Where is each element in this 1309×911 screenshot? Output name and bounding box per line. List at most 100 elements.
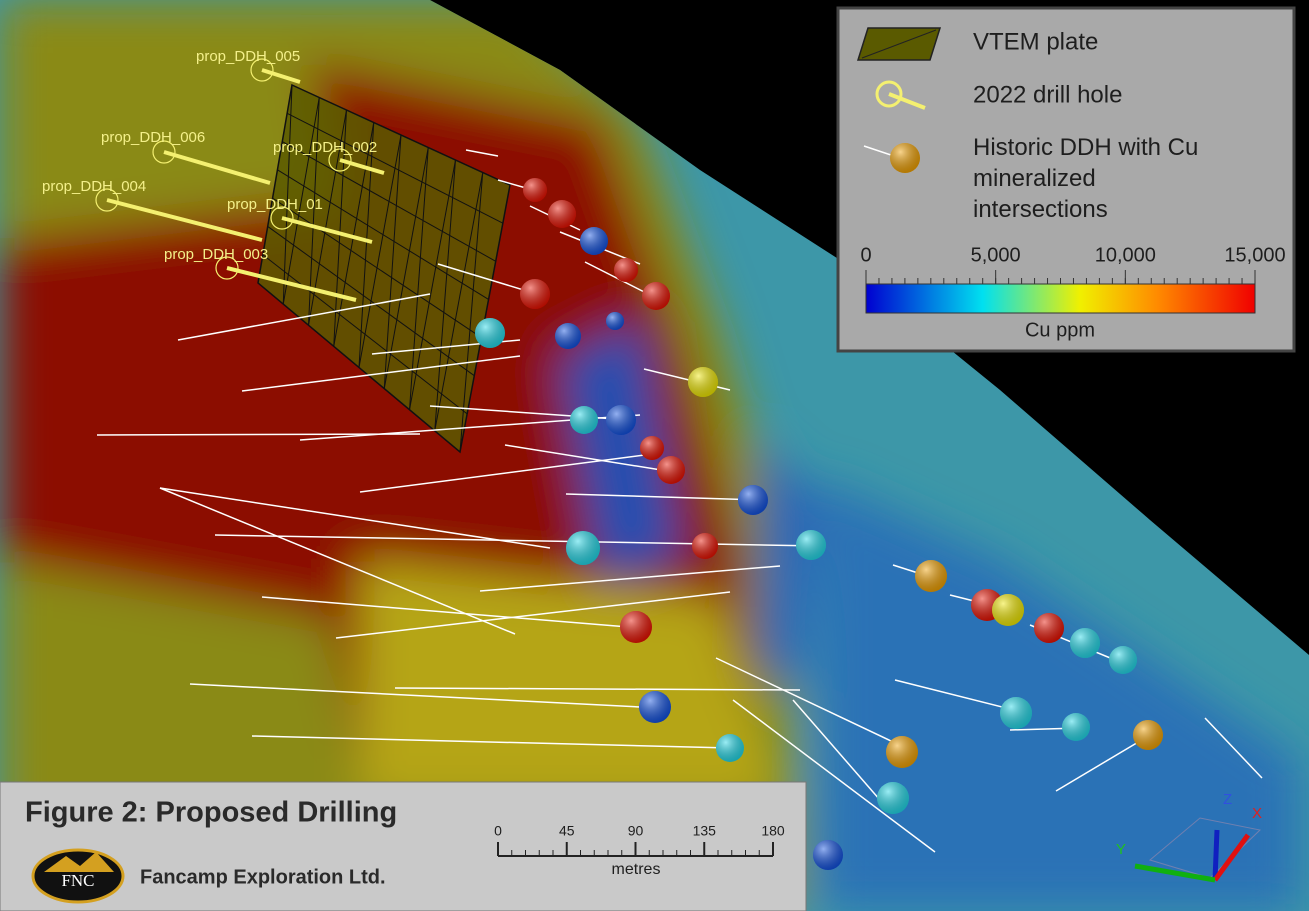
- ddh-sphere-shade: [796, 530, 826, 560]
- ddh-trace: [792, 699, 881, 801]
- ddh-trace: [261, 596, 641, 629]
- ddh-sphere-shade: [915, 560, 947, 592]
- axis-triad: Z X Y: [1116, 791, 1262, 883]
- ddh-sphere-shade: [606, 312, 624, 330]
- legend-hole-icon: [875, 80, 903, 108]
- legend-label: 2022 drill hole: [973, 81, 1122, 108]
- logo: [44, 852, 114, 872]
- figure-title: Figure 2: Proposed Drilling: [25, 797, 397, 829]
- ddh-trace: [359, 452, 661, 493]
- plate-grid-line: [358, 122, 375, 368]
- scale-tick-label: 90: [628, 823, 644, 839]
- scale-unit: metres: [612, 861, 661, 878]
- ddh-trace: [394, 687, 801, 691]
- hole-label: prop_DDH_005: [196, 48, 300, 65]
- plate-grid-line: [282, 97, 320, 305]
- plate-grid-line: [358, 134, 402, 368]
- ddh-trace: [1204, 717, 1263, 779]
- proposed-collar: [152, 140, 176, 164]
- ddh-trace: [715, 657, 911, 751]
- ddh-trace: [241, 355, 521, 392]
- legend-label: VTEM plate: [973, 28, 1098, 55]
- colorbar-title: Cu ppm: [1025, 319, 1095, 341]
- proposed-trace: [339, 158, 385, 175]
- colorbar-tick-label: 0: [860, 244, 871, 266]
- ddh-sphere-shade: [692, 533, 718, 559]
- plate-grid-line: [383, 147, 429, 389]
- hole-label: prop_DDH_002: [273, 139, 377, 156]
- axis-label: X: [1252, 805, 1262, 822]
- plate-grid-line: [434, 159, 456, 431]
- logo-text: FNC: [61, 871, 94, 890]
- ddh-sphere-shade: [520, 279, 550, 309]
- ddh-trace: [1055, 734, 1151, 792]
- ddh-sphere-shade: [1070, 628, 1100, 658]
- plate-grid: [262, 84, 504, 453]
- plate-grid-line: [409, 159, 456, 410]
- ddh-sphere-shade: [992, 594, 1024, 626]
- plate-grid-line: [282, 84, 293, 305]
- ddh-trace: [159, 487, 551, 549]
- plate-grid-line: [434, 172, 484, 431]
- ddh-trace: [465, 149, 499, 157]
- ddh-trace: [189, 683, 661, 709]
- ddh-trace: [479, 565, 781, 592]
- colorbar-tick-label: 10,000: [1095, 244, 1156, 266]
- plate-grid-line: [286, 112, 504, 224]
- axis-label: Z: [1223, 791, 1232, 808]
- proposed-collar: [95, 188, 119, 212]
- ddh-sphere-shade: [566, 531, 600, 565]
- proposed-collar: [328, 148, 352, 172]
- ddh-sphere-shade: [640, 436, 664, 460]
- plate-grid-line: [459, 172, 484, 453]
- ddh-trace: [335, 591, 731, 639]
- ddh-sphere-shade: [688, 367, 718, 397]
- scale-tick-label: 135: [693, 823, 717, 839]
- plate-grid-line: [333, 122, 375, 347]
- historic-ddh: [475, 178, 1163, 870]
- axis-label: Y: [1116, 841, 1126, 858]
- ddh-sphere-shade: [716, 734, 744, 762]
- ddh-sphere-shade: [657, 456, 685, 484]
- proposed-trace: [281, 216, 373, 244]
- ddh-trace: [96, 433, 421, 436]
- proposed-trace: [261, 68, 301, 84]
- ddh-trace: [565, 493, 761, 501]
- ddh-sphere-shade: [1062, 713, 1090, 741]
- proposed-trace: [163, 150, 271, 185]
- ddh-trace: [159, 487, 516, 635]
- plate-grid-line: [277, 169, 489, 300]
- proposed-collar: [215, 256, 239, 280]
- ddh-sphere-shade: [886, 736, 918, 768]
- ddh-sphere-shade: [570, 406, 598, 434]
- colorbar-tick-label: 5,000: [971, 244, 1021, 266]
- hole-label: prop_DDH_006: [101, 129, 205, 146]
- hole-label: prop_DDH_01: [227, 196, 323, 213]
- legend-hole-icon: [888, 92, 926, 110]
- colorbar-tick-label: 15,000: [1224, 244, 1285, 266]
- ddh-sphere-shade: [1034, 613, 1064, 643]
- drill-holes: [96, 149, 1263, 853]
- plate-grid-line: [383, 134, 402, 389]
- ddh-trace: [504, 444, 681, 474]
- plate-grid-line: [282, 141, 496, 262]
- ddh-sphere-shade: [606, 405, 636, 435]
- proposed-trace: [106, 198, 263, 242]
- ddh-sphere-shade: [738, 485, 768, 515]
- plate-grid-line: [272, 197, 482, 338]
- scale-tick-label: 0: [494, 823, 502, 839]
- proposed-collar: [250, 58, 274, 82]
- ddh-sphere-shade: [1109, 646, 1137, 674]
- legend-plate-icon: [861, 29, 937, 59]
- ddh-sphere-shade: [614, 258, 638, 282]
- colorbar: [865, 283, 1256, 314]
- legend-label: Historic DDH with Cu mineralized interse…: [973, 134, 1199, 223]
- ddh-trace: [732, 699, 936, 853]
- proposed-holes: prop_DDH_005 prop_DDH_006 prop_DDH_002prop…: [42, 48, 385, 302]
- scale-tick-label: 45: [559, 823, 575, 839]
- legend-ddh-icon: [890, 143, 920, 173]
- ddh-sphere-shade: [580, 227, 608, 255]
- ddh-sphere-shade: [813, 840, 843, 870]
- ddh-sphere-shade: [1000, 697, 1032, 729]
